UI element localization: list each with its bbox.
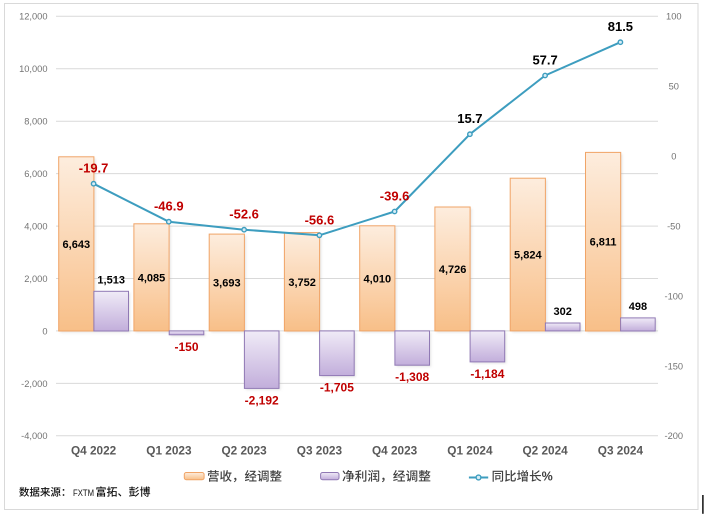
svg-text:2,000: 2,000 [24, 274, 47, 284]
svg-text:Q4 2022: Q4 2022 [71, 444, 117, 458]
svg-text:Q1 2023: Q1 2023 [146, 444, 192, 458]
svg-text:-2,000: -2,000 [21, 379, 47, 389]
svg-text:-150: -150 [174, 340, 198, 354]
svg-text:10,000: 10,000 [19, 64, 47, 74]
svg-text:5,824: 5,824 [514, 250, 542, 262]
svg-text:8,000: 8,000 [24, 117, 47, 127]
svg-text:0: 0 [671, 152, 676, 162]
svg-text:-100: -100 [664, 291, 683, 301]
svg-text:4,085: 4,085 [138, 273, 166, 285]
svg-text:-1,705: -1,705 [320, 381, 354, 395]
svg-text:Q2 2023: Q2 2023 [221, 444, 267, 458]
svg-text:4,010: 4,010 [364, 274, 392, 286]
svg-text:-4,000: -4,000 [21, 431, 47, 441]
svg-text:57.7: 57.7 [532, 53, 557, 68]
svg-text:FXTM: FXTM [73, 488, 94, 498]
svg-text:Q3 2023: Q3 2023 [297, 444, 343, 458]
svg-text:Q3 2024: Q3 2024 [598, 444, 644, 458]
svg-text:-52.6: -52.6 [229, 207, 259, 222]
svg-text:4,000: 4,000 [24, 222, 47, 232]
svg-text:-1,308: -1,308 [395, 370, 429, 384]
svg-text:Q4 2023: Q4 2023 [372, 444, 418, 458]
svg-text:81.5: 81.5 [608, 19, 633, 34]
svg-text:-50: -50 [667, 222, 680, 232]
svg-text:302: 302 [554, 306, 572, 318]
svg-text:498: 498 [629, 301, 647, 313]
svg-text:-19.7: -19.7 [79, 161, 109, 176]
svg-text:12,000: 12,000 [19, 12, 47, 22]
svg-text:3,752: 3,752 [288, 277, 316, 289]
svg-text:-200: -200 [664, 431, 683, 441]
svg-text:6,811: 6,811 [590, 237, 617, 249]
svg-text:%: % [542, 470, 553, 484]
svg-text:50: 50 [669, 82, 679, 92]
svg-text:-1,184: -1,184 [470, 367, 504, 381]
svg-text:-2,192: -2,192 [245, 393, 279, 407]
svg-text:-46.9: -46.9 [154, 199, 184, 214]
svg-text:-150: -150 [664, 361, 683, 371]
svg-text:-39.6: -39.6 [380, 189, 410, 204]
svg-text:100: 100 [666, 12, 682, 22]
svg-text:0: 0 [42, 326, 47, 336]
svg-text:6,643: 6,643 [63, 239, 91, 251]
svg-text:-56.6: -56.6 [305, 212, 335, 227]
svg-text:Q1 2024: Q1 2024 [447, 444, 493, 458]
svg-text:4,726: 4,726 [439, 264, 467, 276]
svg-text:15.7: 15.7 [457, 111, 482, 126]
svg-text:3,693: 3,693 [213, 278, 241, 290]
svg-text:6,000: 6,000 [24, 169, 47, 179]
svg-text:1,513: 1,513 [97, 274, 125, 286]
svg-text:Q2 2024: Q2 2024 [522, 444, 568, 458]
